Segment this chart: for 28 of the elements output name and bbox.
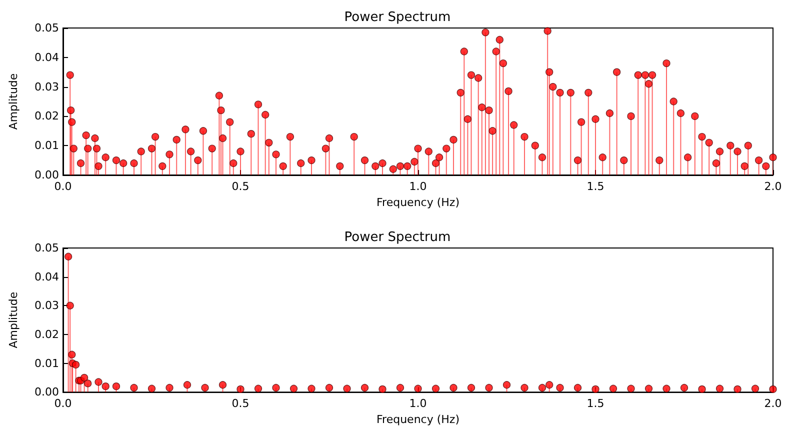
y-tick-label: 0.02 — [34, 110, 59, 123]
x-tick-label: 0.5 — [232, 397, 250, 410]
x-tick-label: 0.5 — [232, 180, 250, 193]
x-tick-label: 2.0 — [764, 397, 782, 410]
y-tick-label: 0.03 — [34, 299, 59, 312]
y-axis-title: Amplitude — [7, 292, 20, 348]
y-tick-label: 0.01 — [34, 356, 59, 370]
x-tick-label: 1.0 — [409, 397, 427, 410]
x-tick-label: 2.0 — [764, 180, 782, 193]
y-axis-title: Amplitude — [7, 73, 20, 130]
y-tick-label: 0.00 — [34, 386, 59, 399]
y-tick-label: 0.02 — [34, 328, 59, 341]
y-tick-label: 0.05 — [34, 22, 59, 34]
x-tick-label: 0.0 — [54, 397, 72, 410]
y-tick-label: 0.03 — [34, 80, 59, 94]
x-axis-title: Frequency (Hz) — [376, 196, 460, 209]
x-tick-label: 1.5 — [586, 180, 604, 193]
y-tick-label: 0.00 — [34, 168, 59, 182]
chart-title: Power Spectrum — [344, 230, 451, 245]
y-tick-label: 0.04 — [34, 50, 59, 64]
x-tick-label: 1.0 — [409, 180, 427, 193]
x-axis-title: Frequency (Hz) — [376, 413, 460, 426]
x-tick-label: 0.0 — [54, 180, 72, 193]
y-tick-label: 0.05 — [34, 242, 59, 254]
y-tick-label: 0.04 — [34, 270, 59, 284]
y-tick-label: 0.01 — [34, 139, 59, 152]
chart-title: Power Spectrum — [344, 10, 451, 25]
x-tick-label: 1.5 — [586, 397, 604, 410]
